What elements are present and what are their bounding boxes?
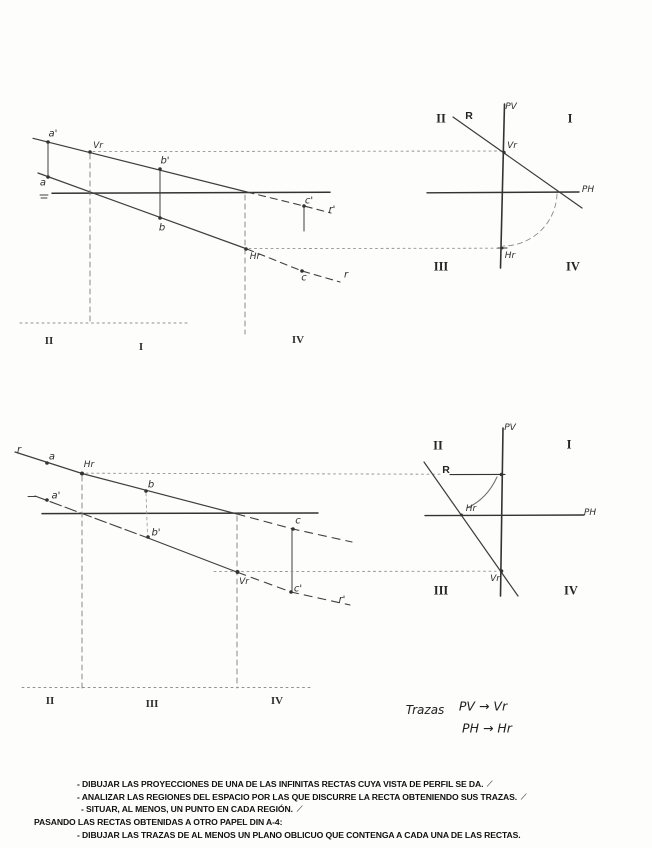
line-R-label: R [442,464,450,476]
label-r: r [343,269,349,281]
note-trazas: Trazas [405,703,445,717]
ref-horizontal-vr-level [92,150,503,153]
instruction-line-1: - DIBUJAR LAS PROYECCIONES DE UNA DE LAS… [0,779,652,790]
line-r-dashed [246,248,341,283]
connector-b [145,492,148,536]
region-label-iv: IV [270,695,284,707]
label-c-prime: c' [293,583,303,595]
instruction-line-3: - SITUAR, AL MENOS, UN PUNTO EN CADA REG… [0,804,652,815]
points-bottom-right [460,472,504,573]
region-label-iii: III [145,698,159,710]
instruction-line-4: PASANDO LAS RECTAS OBTENIDAS A OTRO PAPE… [0,817,652,827]
line-r-prime-solid [147,537,239,574]
label-r: r [16,444,22,456]
region-label-ii: II [45,695,55,707]
diagram-top-left-strokes [19,137,503,335]
label-b: b [147,479,155,491]
label-a-prime: a' [51,490,61,502]
label-r-prime: r' [338,594,346,606]
diagram-bottom-right-strokes [423,427,585,597]
label-c-prime: c' [304,195,314,207]
label-r-prime: r' [328,204,336,216]
line-r-solid [37,172,248,250]
region-label-i: I [138,341,144,353]
label-hr: Hr [249,252,261,262]
ph-axis [426,191,580,194]
ref-horizontal-hr-level [85,472,441,475]
note-pv-vr: PV → Vr [458,698,508,714]
quadrant-iii: III [433,583,449,598]
label-vr: Vr [93,141,103,151]
region-label-ii: II [44,335,54,347]
check-mark: ∕ [297,804,302,816]
quadrant-ii: II [436,111,446,126]
label-b-prime: b' [160,155,170,167]
check-mark: ∕ [522,791,526,803]
quadrant-iv: IV [566,259,580,274]
label-vr: Vr [239,577,249,587]
hr-label: Hr [465,504,477,514]
line-R-label: R [465,110,473,122]
instruction-text: - SITUAR, AL MENOS, UN PUNTO EN CADA REG… [81,804,293,815]
instruction-line-5: - DIBUJAR LAS TRAZAS DE AL MENOS UN PLAN… [0,830,652,840]
line-r-prime-start [34,495,149,539]
ph-axis [424,514,585,517]
line-R [452,116,583,209]
label-a: a [48,451,56,463]
rotation-arc [503,193,558,247]
pv-axis [499,427,504,597]
diagram-top-right-strokes [426,103,583,269]
pv-axis [499,103,506,269]
label-b: b [158,222,166,234]
quadrant-ii: II [433,438,443,453]
line-r-prime-dashed [246,191,332,214]
line-r-prime-solid [32,137,248,193]
instruction-line-2: - ANALIZAR LAS REGIONES DEL ESPACIO POR … [0,792,652,803]
instruction-text: - DIBUJAR LAS PROYECCIONES DE UNA DE LAS… [77,779,484,789]
label-c: c [295,515,301,527]
label-c: c [301,272,307,284]
points-bottom-left [45,461,295,594]
pv-axis-label: PV [504,423,516,433]
ground-line [41,512,319,515]
points-top-left [46,140,306,273]
quadrant-iv: IV [564,583,578,598]
points-top-right [500,150,506,250]
ground-line [51,191,331,194]
quadrant-i: I [566,437,572,452]
hr-label: Hr [504,251,516,261]
rotation-arc [466,476,498,509]
region-label-iv: IV [291,334,305,346]
ground-line-tick [39,194,49,199]
note-ph-hr: PH → Hr [462,720,512,736]
ph-axis-label: PH [583,508,597,518]
label-a-prime: a' [48,128,58,140]
label-b-prime: b' [151,527,161,539]
label-hr: Hr [83,460,95,470]
label-a: a [39,177,47,189]
diagram-bottom-left-strokes [14,451,497,689]
vr-label: Vr [490,574,500,584]
instruction-text: - ANALIZAR LAS REGIONES DEL ESPACIO POR … [77,791,518,802]
pv-axis-label: PV [505,102,517,112]
quadrant-iii: III [433,259,449,274]
instruction-text: - DIBUJAR LAS TRAZAS DE AL MENOS UN PLAN… [77,829,521,840]
check-mark: ∕ [488,778,492,791]
instruction-text: PASANDO LAS RECTAS OBTENIDAS A OTRO PAPE… [34,817,283,828]
quadrant-i: I [567,111,573,126]
vr-label: Vr [507,141,517,151]
ph-axis-label: PH [581,185,595,195]
line-R [423,461,519,597]
